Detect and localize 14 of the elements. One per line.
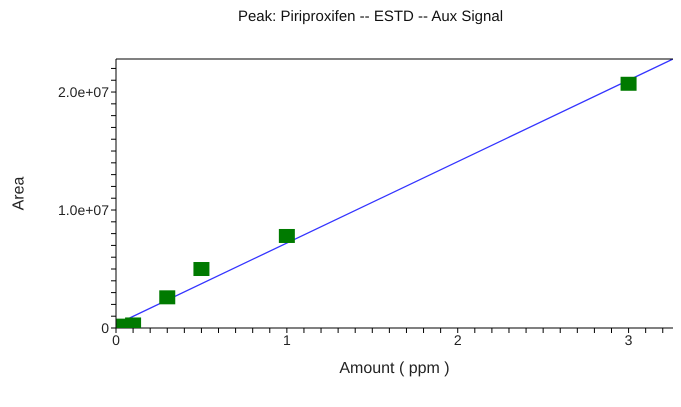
- y-axis-title: Area: [10, 176, 28, 210]
- y-tick-label: 2.0e+07: [58, 84, 110, 100]
- point: [620, 76, 637, 91]
- y-tick-label: 0: [101, 320, 110, 336]
- point: [159, 290, 176, 304]
- point: [193, 262, 210, 276]
- y-tick-label: 1.0e+07: [58, 202, 110, 218]
- x-tick-label: 1: [282, 332, 291, 348]
- x-tick-label: 2: [454, 332, 462, 348]
- chart-title: Peak: Piriproxifen -- ESTD -- Aux Signal: [236, 8, 504, 27]
- x-tick-label: 0: [112, 332, 120, 348]
- x-tick-label: 3: [624, 332, 633, 348]
- point: [278, 228, 295, 243]
- x-axis-title: Amount ( ppm ): [339, 360, 450, 377]
